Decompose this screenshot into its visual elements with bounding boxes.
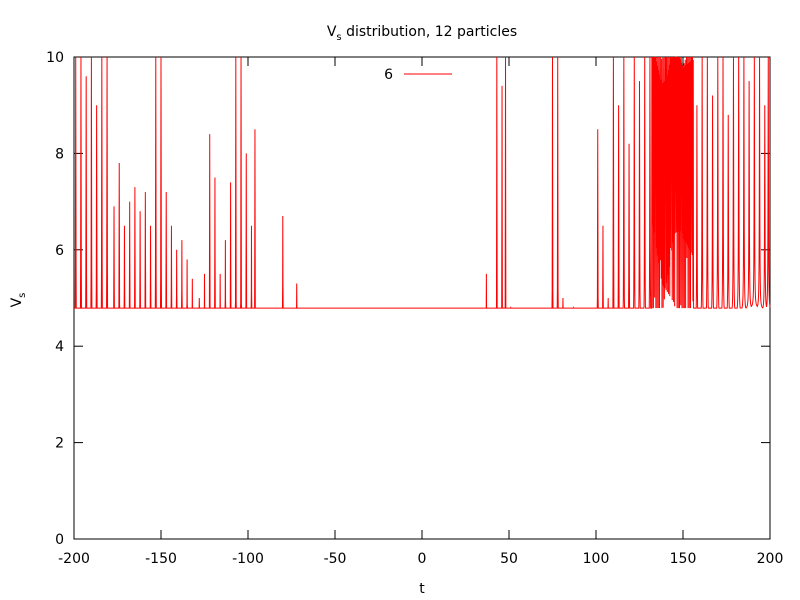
x-tick-label: 200 xyxy=(757,551,784,567)
x-axis-label: t xyxy=(419,581,425,597)
x-tick-label: -150 xyxy=(145,551,177,567)
x-tick-label: 150 xyxy=(670,551,697,567)
x-tick-label: -200 xyxy=(58,551,90,567)
chart-title: Vs distribution, 12 particles xyxy=(327,24,517,43)
y-tick-label: 8 xyxy=(55,146,64,162)
x-tick-label: 0 xyxy=(418,551,427,567)
y-tick-label: 4 xyxy=(55,339,64,355)
series-line-6 xyxy=(74,56,771,309)
y-tick-label: 10 xyxy=(46,50,64,66)
plot-area xyxy=(74,56,771,309)
x-tick-label: -50 xyxy=(324,551,347,567)
legend: 6 xyxy=(384,67,452,83)
x-tick-label: -100 xyxy=(232,551,264,567)
y-tick-label: 0 xyxy=(55,532,64,548)
x-tick-label: 100 xyxy=(583,551,610,567)
y-ticks: 0 2 4 6 8 10 xyxy=(46,50,770,548)
y-tick-label: 6 xyxy=(55,243,64,259)
x-tick-label: 50 xyxy=(500,551,518,567)
y-axis-label: Vs xyxy=(9,293,28,308)
x-ticks: -200 -150 -100 -50 0 50 100 150 200 xyxy=(58,57,783,567)
y-tick-label: 2 xyxy=(55,436,64,452)
legend-label: 6 xyxy=(384,67,393,83)
